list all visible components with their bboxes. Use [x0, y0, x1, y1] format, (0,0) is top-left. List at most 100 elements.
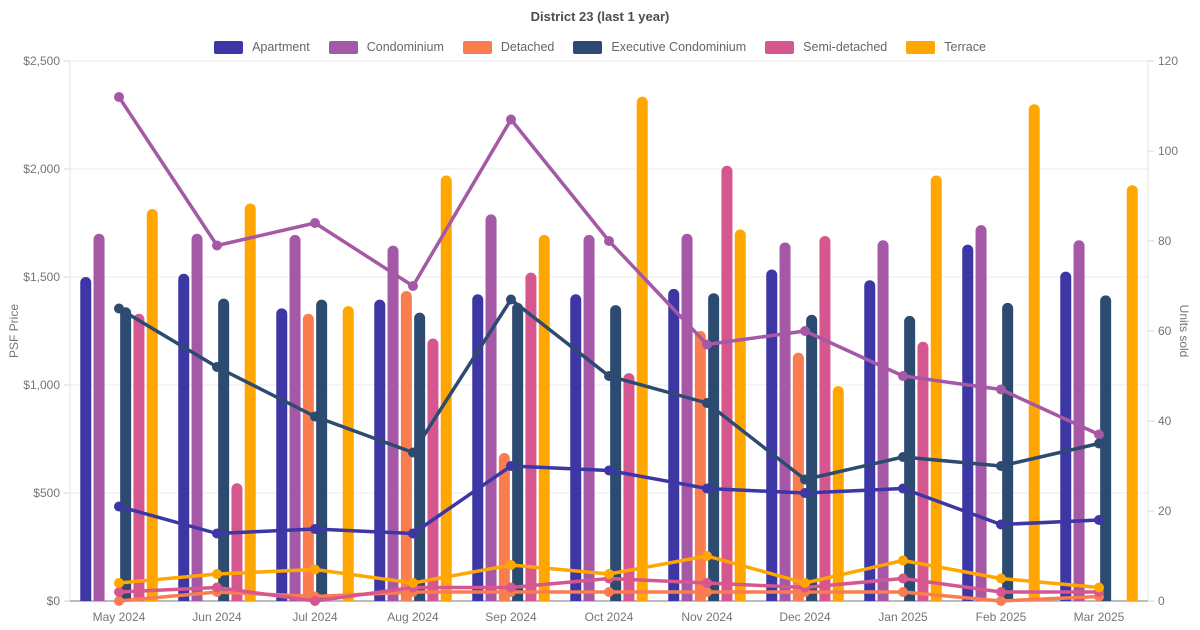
bar-executive-condominium-oct-2024[interactable]: [610, 305, 622, 601]
bar-apartment-nov-2024[interactable]: [668, 288, 680, 601]
point-terrace-jul-2024[interactable]: [310, 564, 320, 575]
bar-condominium-dec-2024[interactable]: [779, 242, 791, 601]
bar-detached-dec-2024[interactable]: [792, 352, 804, 601]
point-detached-jan-2025[interactable]: [898, 587, 908, 597]
point-condominium-jan-2025[interactable]: [898, 371, 908, 381]
point-terrace-feb-2025[interactable]: [996, 573, 1006, 584]
bar-semi-detached-nov-2024[interactable]: [721, 165, 733, 601]
point-semi-detached-jul-2024[interactable]: [310, 596, 320, 606]
bar-semi-detached-sep-2024[interactable]: [525, 272, 537, 601]
bar-semi-detached-may-2024[interactable]: [133, 313, 145, 601]
bar-condominium-jun-2024[interactable]: [191, 233, 203, 601]
point-executive-condominium-aug-2024[interactable]: [408, 447, 418, 458]
bar-semi-detached-dec-2024[interactable]: [819, 235, 831, 601]
point-condominium-mar-2025[interactable]: [1094, 429, 1104, 440]
point-executive-condominium-nov-2024[interactable]: [702, 398, 712, 408]
bar-terrace-mar-2025[interactable]: [1126, 185, 1138, 601]
bar-terrace-dec-2024[interactable]: [832, 386, 844, 601]
point-executive-condominium-dec-2024[interactable]: [800, 474, 810, 485]
point-apartment-jun-2024[interactable]: [212, 528, 222, 539]
bar-apartment-jun-2024[interactable]: [178, 273, 190, 601]
point-apartment-jan-2025[interactable]: [898, 483, 908, 494]
bar-condominium-jul-2024[interactable]: [289, 234, 301, 601]
bar-apartment-may-2024[interactable]: [80, 277, 92, 601]
point-terrace-jan-2025[interactable]: [898, 555, 908, 566]
legend-item-condominium[interactable]: Condominium: [328, 40, 444, 54]
bar-executive-condominium-jun-2024[interactable]: [218, 298, 230, 601]
bar-apartment-aug-2024[interactable]: [374, 299, 386, 601]
bar-semi-detached-oct-2024[interactable]: [623, 373, 635, 601]
bar-condominium-sep-2024[interactable]: [485, 214, 497, 601]
point-terrace-nov-2024[interactable]: [702, 551, 712, 561]
point-condominium-sep-2024[interactable]: [506, 114, 516, 125]
point-apartment-oct-2024[interactable]: [604, 465, 614, 476]
point-semi-detached-may-2024[interactable]: [114, 587, 124, 597]
point-apartment-nov-2024[interactable]: [702, 483, 712, 494]
point-condominium-jul-2024[interactable]: [310, 218, 320, 228]
point-apartment-may-2024[interactable]: [114, 501, 124, 512]
bar-condominium-may-2024[interactable]: [93, 233, 105, 601]
point-apartment-feb-2025[interactable]: [996, 519, 1006, 530]
bar-apartment-sep-2024[interactable]: [472, 294, 484, 601]
point-condominium-nov-2024[interactable]: [702, 339, 712, 350]
point-semi-detached-sep-2024[interactable]: [506, 582, 516, 593]
legend-item-terrace[interactable]: Terrace: [906, 40, 986, 54]
point-condominium-dec-2024[interactable]: [800, 326, 810, 336]
bar-terrace-jul-2024[interactable]: [342, 306, 354, 601]
point-executive-condominium-sep-2024[interactable]: [506, 294, 516, 305]
bar-apartment-oct-2024[interactable]: [570, 294, 582, 601]
legend-item-apartment[interactable]: Apartment: [214, 40, 310, 54]
bar-semi-detached-aug-2024[interactable]: [427, 338, 439, 601]
point-terrace-dec-2024[interactable]: [800, 578, 810, 588]
bar-apartment-jul-2024[interactable]: [276, 308, 288, 601]
bar-apartment-feb-2025[interactable]: [962, 244, 974, 601]
point-semi-detached-jan-2025[interactable]: [898, 573, 908, 584]
line-condominium[interactable]: [117, 95, 1101, 437]
point-executive-condominium-feb-2025[interactable]: [996, 461, 1006, 471]
bar-semi-detached-jun-2024[interactable]: [231, 483, 243, 601]
point-apartment-aug-2024[interactable]: [408, 528, 418, 539]
bar-executive-condominium-aug-2024[interactable]: [414, 312, 426, 601]
bar-terrace-may-2024[interactable]: [146, 208, 158, 601]
point-apartment-sep-2024[interactable]: [506, 461, 516, 471]
legend-item-executive-condominium[interactable]: Executive Condominium: [573, 40, 746, 54]
bar-terrace-sep-2024[interactable]: [538, 234, 550, 601]
bar-terrace-nov-2024[interactable]: [734, 229, 746, 602]
bar-terrace-aug-2024[interactable]: [440, 175, 452, 601]
bar-semi-detached-jan-2025[interactable]: [917, 341, 929, 601]
point-terrace-jun-2024[interactable]: [212, 569, 222, 579]
bar-condominium-jan-2025[interactable]: [877, 240, 889, 601]
bar-executive-condominium-nov-2024[interactable]: [708, 293, 720, 601]
bar-terrace-feb-2025[interactable]: [1028, 104, 1040, 601]
bar-executive-condominium-dec-2024[interactable]: [806, 314, 818, 601]
point-detached-feb-2025[interactable]: [996, 596, 1006, 606]
point-condominium-oct-2024[interactable]: [604, 236, 614, 246]
bar-detached-nov-2024[interactable]: [694, 331, 706, 601]
line-apartment[interactable]: [117, 464, 1101, 536]
bar-condominium-nov-2024[interactable]: [681, 233, 693, 601]
point-executive-condominium-jun-2024[interactable]: [212, 362, 222, 372]
point-executive-condominium-mar-2025[interactable]: [1094, 438, 1104, 449]
point-detached-may-2024[interactable]: [114, 596, 124, 606]
point-semi-detached-feb-2025[interactable]: [996, 587, 1006, 597]
bar-detached-jul-2024[interactable]: [302, 313, 314, 601]
legend-item-detached[interactable]: Detached: [462, 40, 554, 54]
point-executive-condominium-oct-2024[interactable]: [604, 371, 614, 381]
point-terrace-oct-2024[interactable]: [604, 569, 614, 579]
bar-condominium-aug-2024[interactable]: [387, 245, 399, 601]
bar-apartment-mar-2025[interactable]: [1060, 271, 1072, 601]
bar-apartment-dec-2024[interactable]: [766, 269, 778, 601]
point-condominium-aug-2024[interactable]: [408, 281, 418, 291]
point-executive-condominium-jul-2024[interactable]: [310, 411, 320, 422]
point-terrace-aug-2024[interactable]: [408, 578, 418, 588]
bar-executive-condominium-jul-2024[interactable]: [316, 299, 328, 601]
bar-executive-condominium-may-2024[interactable]: [120, 307, 132, 601]
point-apartment-jul-2024[interactable]: [310, 524, 320, 534]
bar-condominium-feb-2025[interactable]: [975, 225, 987, 601]
bar-terrace-jun-2024[interactable]: [244, 203, 256, 601]
point-executive-condominium-may-2024[interactable]: [114, 303, 124, 314]
point-terrace-mar-2025[interactable]: [1094, 582, 1104, 593]
point-condominium-feb-2025[interactable]: [996, 384, 1006, 395]
bar-condominium-oct-2024[interactable]: [583, 234, 595, 601]
point-detached-nov-2024[interactable]: [702, 587, 712, 597]
